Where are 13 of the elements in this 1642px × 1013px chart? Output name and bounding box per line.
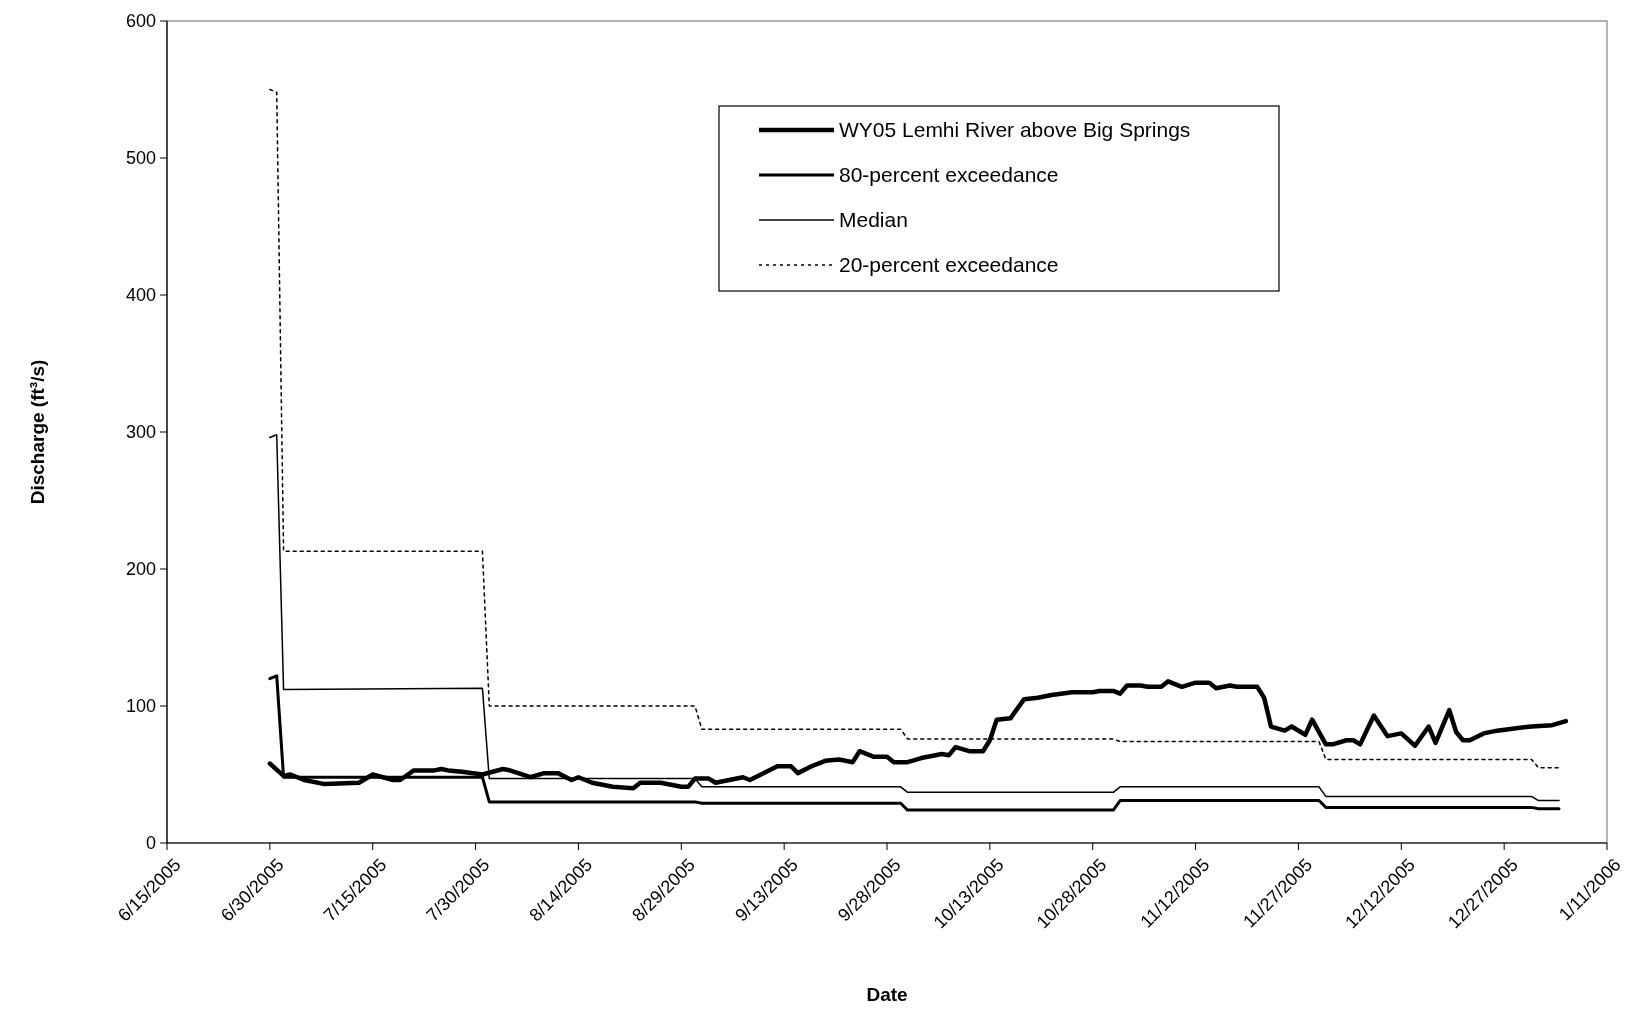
- y-tick-label: 400: [125, 285, 156, 306]
- legend-label: 80-percent exceedance: [839, 163, 1059, 187]
- legend-label: 20-percent exceedance: [839, 253, 1059, 277]
- legend-label: Median: [839, 208, 908, 232]
- y-tick-label: 100: [125, 696, 156, 717]
- y-tick-label: 0: [145, 833, 156, 854]
- legend-label: WY05 Lemhi River above Big Springs: [839, 118, 1191, 142]
- x-axis-title: Date: [866, 984, 908, 1005]
- y-tick-label: 500: [125, 148, 156, 169]
- y-tick-label: 300: [125, 422, 156, 443]
- y-tick-label: 200: [125, 559, 156, 580]
- y-axis-title: Discharge (ft³/s): [27, 359, 48, 505]
- y-tick-label: 600: [125, 11, 156, 32]
